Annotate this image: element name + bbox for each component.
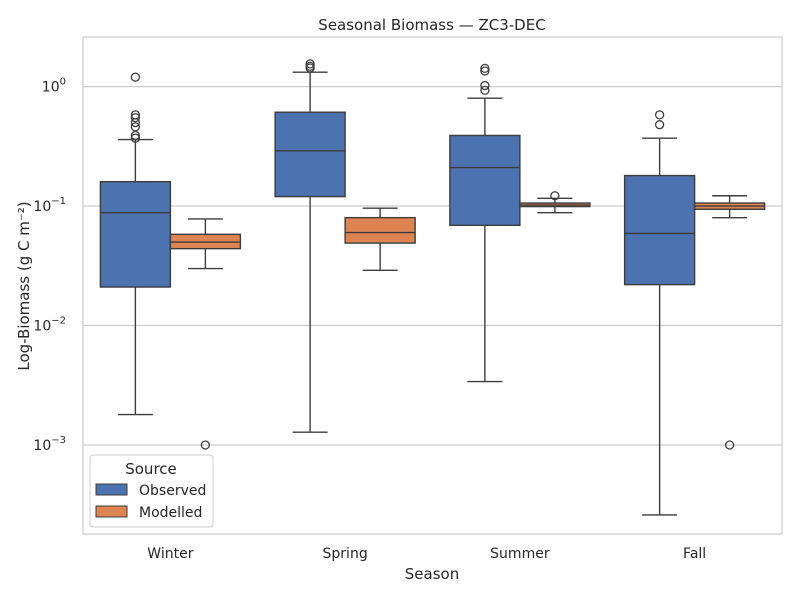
outlier-point	[200, 440, 211, 450]
box-observed-summer	[449, 63, 521, 383]
chart-title: Seasonal Biomass — ZC3-DEC	[318, 16, 545, 34]
y-tick-exponent: −3	[51, 435, 66, 446]
iqr-box	[344, 216, 416, 244]
outlier-point	[654, 120, 665, 130]
legend-label-observed: Observed	[139, 483, 206, 499]
box-modelled-winter	[169, 218, 242, 450]
legend-title: Source	[125, 460, 177, 478]
iqr-box	[623, 174, 696, 286]
box-plots	[99, 59, 766, 516]
y-tick-exponent: 0	[60, 77, 66, 88]
y-tick-exponent: −1	[51, 196, 66, 207]
box-observed-fall	[623, 110, 696, 516]
outlier-point	[305, 63, 315, 73]
x-tick-label: Fall	[683, 546, 706, 562]
x-tick-label: Winter	[147, 546, 193, 562]
y-tick-exponent: −2	[51, 316, 66, 327]
outlier-point	[654, 110, 665, 120]
outlier-point	[130, 72, 141, 82]
y-tick-base: 10	[33, 438, 51, 454]
legend-swatch-modelled	[95, 505, 128, 518]
outlier-point	[480, 80, 490, 91]
x-axis-title: Season	[405, 565, 459, 583]
iqr-box	[449, 134, 521, 227]
outlier-point	[130, 130, 141, 141]
x-tick-labels: Winter Spring Summer Fall	[147, 546, 706, 562]
outlier-point	[130, 133, 141, 143]
legend-swatch-observed	[95, 483, 128, 496]
outlier-point	[480, 85, 490, 95]
outlier-point	[130, 117, 141, 128]
outlier-point	[130, 112, 141, 123]
box-observed-spring	[274, 59, 346, 433]
legend-label-modelled: Modelled	[139, 505, 202, 521]
box-observed-winter	[99, 72, 172, 416]
box-modelled-fall	[693, 195, 766, 450]
y-axis-title: Log-Biomass (g C m⁻²)	[15, 201, 33, 370]
box-modelled-spring	[344, 207, 416, 271]
y-tick-label: 10−1	[33, 196, 66, 215]
outlier-point	[480, 66, 490, 76]
box-modelled-summer	[519, 191, 591, 214]
outlier-point	[305, 59, 315, 69]
y-tick-base: 10	[42, 80, 60, 96]
iqr-box	[274, 111, 346, 198]
outlier-point	[480, 63, 490, 74]
x-tick-label: Summer	[490, 546, 550, 562]
x-tick-label: Spring	[323, 546, 368, 562]
y-tick-label: 100	[42, 77, 66, 96]
y-tick-label: 10−2	[33, 316, 66, 335]
legend-items: Observed Modelled	[95, 483, 206, 521]
plot-area	[82, 36, 783, 535]
outlier-point	[550, 191, 560, 201]
y-tick-base: 10	[33, 319, 51, 335]
y-tick-base: 10	[33, 199, 51, 215]
legend: Source Observed Modelled	[89, 454, 214, 528]
iqr-box	[99, 180, 172, 288]
y-tick-label: 10−3	[33, 435, 66, 454]
grid-lines	[83, 85, 782, 446]
outlier-point	[724, 440, 735, 450]
